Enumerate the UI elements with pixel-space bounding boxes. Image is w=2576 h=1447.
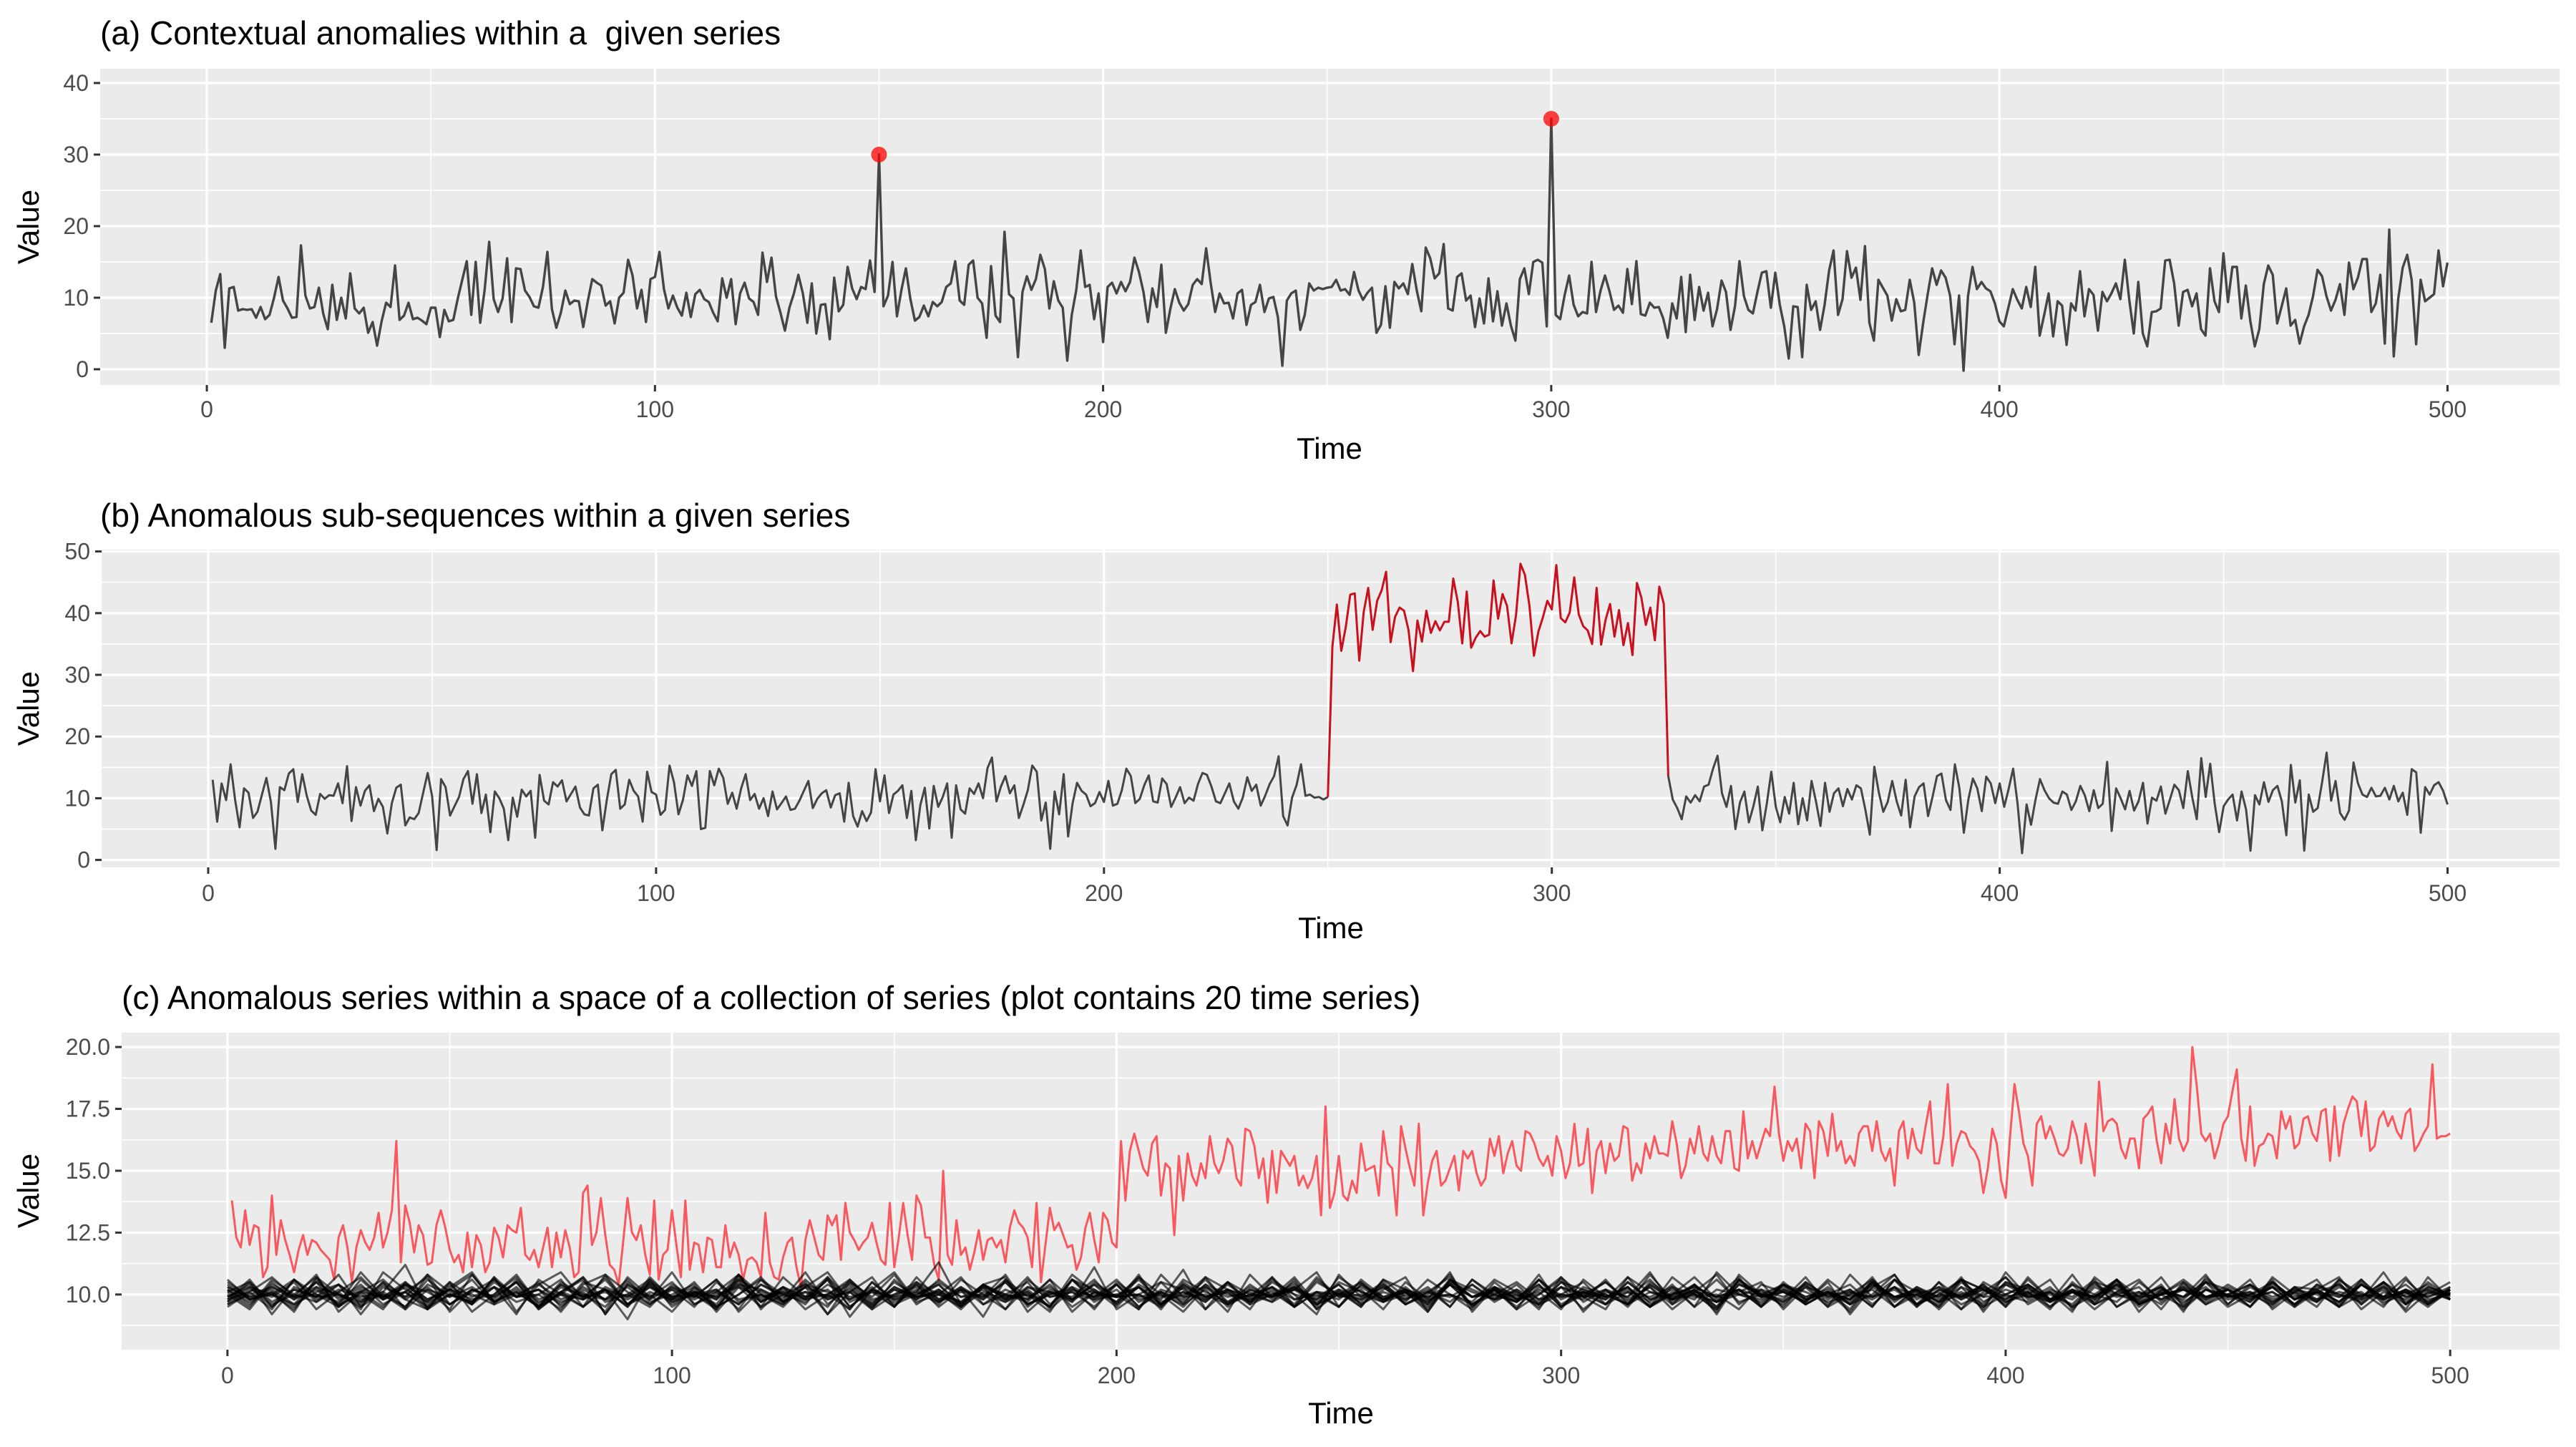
x-tick-label: 0 (202, 880, 215, 906)
y-tick-label: 30 (63, 142, 89, 167)
panel-b-title: (b) Anomalous sub-sequences within a giv… (100, 497, 850, 534)
y-tick-label: 40 (64, 600, 90, 626)
y-tick-label: 20 (63, 213, 89, 239)
x-tick-label: 300 (1533, 880, 1571, 906)
panel-b-y-axis-title: Value (11, 671, 45, 746)
y-tick-label: 15.0 (66, 1158, 110, 1184)
panel-a-x-axis-title: Time (1297, 432, 1362, 465)
panel-a-title: (a) Contextual anomalies within a given … (100, 14, 781, 52)
y-tick-label: 10.0 (66, 1282, 110, 1307)
x-tick-label: 300 (1532, 396, 1570, 422)
y-tick-label: 0 (76, 356, 89, 382)
anomalous-series-line (230, 1046, 2451, 1288)
panel-a: (a) Contextual anomalies within a given … (11, 14, 2560, 465)
series-line-anomalous-subsequence (1327, 562, 1669, 797)
panel-c: (c) Anomalous series within a space of a… (11, 979, 2560, 1430)
y-tick-label: 12.5 (66, 1219, 110, 1245)
series-line (210, 117, 2449, 372)
x-tick-label: 400 (1986, 1363, 2024, 1388)
normal-series-line (227, 1278, 2451, 1308)
x-tick-label: 500 (2429, 880, 2467, 906)
x-tick-label: 500 (2429, 396, 2467, 422)
y-tick-label: 0 (77, 847, 90, 873)
y-tick-label: 40 (63, 70, 89, 96)
x-tick-label: 400 (1980, 396, 2018, 422)
y-tick-label: 20 (64, 724, 90, 749)
x-tick-label: 200 (1098, 1363, 1136, 1388)
x-tick-label: 100 (653, 1363, 691, 1388)
y-tick-label: 30 (64, 662, 90, 688)
normal-series-line (227, 1278, 2451, 1308)
x-tick-label: 200 (1085, 880, 1123, 906)
series-line-normal-before (211, 755, 1329, 852)
panel-c-x-axis-title: Time (1308, 1396, 1374, 1430)
x-tick-label: 200 (1084, 396, 1122, 422)
y-tick-label: 10 (63, 285, 89, 311)
panel-b-x-axis-title: Time (1298, 911, 1364, 945)
panel-b-plot: 0 100 200 300 400 500 0 10 20 30 40 50 (64, 539, 2560, 906)
y-tick-label: 10 (64, 785, 90, 811)
x-tick-label: 100 (637, 880, 675, 906)
x-tick-label: 400 (1981, 880, 2019, 906)
panel-c-plot: 0 100 200 300 400 500 10.0 12.5 15.0 17.5 20.0 (66, 1033, 2560, 1388)
x-tick-label: 500 (2431, 1363, 2469, 1388)
panel-a-plot: 0 100 200 300 400 500 0 10 20 30 40 (63, 69, 2560, 422)
x-tick-label: 0 (200, 396, 213, 422)
x-tick-label: 0 (221, 1363, 234, 1388)
x-tick-label: 100 (636, 396, 674, 422)
panel-b: (b) Anomalous sub-sequences within a giv… (11, 497, 2560, 945)
y-tick-label: 50 (64, 539, 90, 565)
panel-c-y-axis-title: Value (11, 1154, 45, 1228)
anomaly-point (871, 147, 887, 162)
y-tick-label: 17.5 (66, 1096, 110, 1122)
panel-a-y-axis-title: Value (11, 190, 45, 264)
y-tick-label: 20.0 (66, 1034, 110, 1060)
series-line-normal-after (1667, 751, 2449, 854)
x-tick-label: 300 (1542, 1363, 1580, 1388)
panel-c-title: (c) Anomalous series within a space of a… (122, 979, 1420, 1016)
anomaly-point (1543, 111, 1559, 127)
normal-series-line (227, 1278, 2451, 1308)
